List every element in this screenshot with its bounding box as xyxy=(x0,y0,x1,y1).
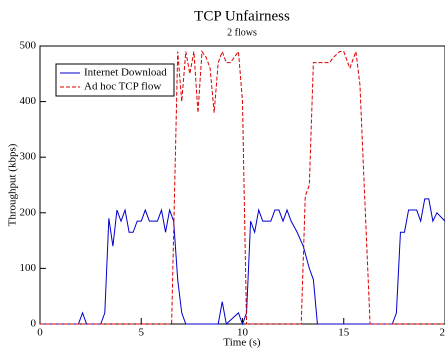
x-tick-label: 0 xyxy=(37,327,43,339)
legend-label: Internet Download xyxy=(84,67,167,79)
y-tick-label: 400 xyxy=(20,95,37,107)
y-tick-label: 500 xyxy=(20,40,37,52)
line-series xyxy=(40,50,445,325)
y-tick-label: 300 xyxy=(20,151,37,163)
y-tick-label: 200 xyxy=(20,206,37,218)
chart-subtitle: 2 flows xyxy=(227,27,257,38)
chart-title: TCP Unfairness xyxy=(194,8,290,24)
x-tick-label: 20 xyxy=(440,327,445,339)
y-tick-label: 100 xyxy=(20,262,37,274)
legend-box xyxy=(55,63,175,97)
x-axis-label: Time (s) xyxy=(223,337,261,349)
x-tick-label: 5 xyxy=(139,327,145,339)
x-tick-label: 10 xyxy=(237,327,249,339)
legend-label: Ad hoc TCP flow xyxy=(84,81,161,93)
x-tick-label: 15 xyxy=(338,327,350,339)
y-axis-label: Throughput (kbps) xyxy=(7,143,19,226)
line-series xyxy=(40,198,445,326)
y-tick-label: 0 xyxy=(31,318,37,330)
